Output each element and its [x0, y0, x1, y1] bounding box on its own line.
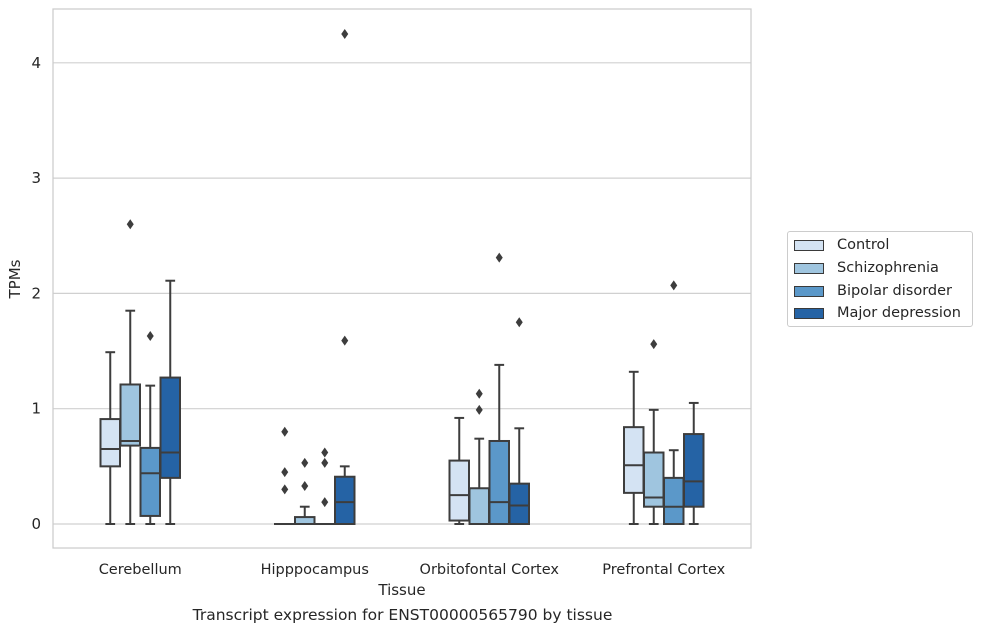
outlier-point [281, 484, 289, 495]
y-tick-label: 4 [31, 54, 41, 72]
box [683, 433, 705, 508]
y-tick-label: 1 [31, 400, 41, 418]
outlier-point [281, 426, 289, 437]
legend-swatch [794, 285, 824, 297]
box-1-0 [119, 219, 141, 525]
box-2-2 [488, 252, 510, 526]
x-tick-labels: Cerebellum Hipppocampus Orbitofontal Corte… [99, 562, 726, 578]
y-tick-label: 0 [31, 515, 41, 533]
outlier-point [515, 317, 523, 328]
y-tick-label: 2 [31, 284, 41, 302]
box-1-2 [468, 388, 490, 525]
box [643, 451, 665, 508]
box-3-0 [159, 279, 181, 525]
legend-swatch [794, 239, 824, 251]
box-0-1 [274, 426, 296, 526]
box-2-1 [314, 447, 336, 526]
box [294, 516, 316, 525]
box [334, 475, 356, 525]
box-1-1 [294, 457, 316, 525]
box [663, 476, 685, 526]
x-tick-label: Orbitofontal Cortex [420, 562, 560, 578]
legend-label: Major depression [837, 305, 961, 321]
legend-item-schizophrenia: Schizophrenia [794, 259, 939, 277]
outlier-point [301, 480, 309, 491]
box-1-3 [643, 339, 665, 525]
outlier-point [321, 447, 329, 458]
box-2-0 [139, 331, 161, 525]
outlier-point [341, 335, 349, 346]
y-tick-labels: 0 1 2 3 4 [31, 54, 41, 533]
outlier-point [475, 404, 483, 415]
legend-swatch [794, 307, 824, 319]
box-2-3 [663, 280, 685, 526]
box [159, 376, 181, 479]
legend-item-bipolar-disorder: Bipolar disorder [794, 282, 952, 300]
outlier-point [126, 219, 134, 230]
outlier-point [321, 497, 329, 508]
box-0-3 [623, 370, 645, 525]
outlier-point [301, 457, 309, 468]
box [508, 482, 530, 525]
legend-label: Schizophrenia [837, 260, 939, 276]
box-groups [99, 28, 705, 526]
box-3-2 [508, 317, 530, 525]
legend-label: Bipolar disorder [837, 283, 952, 299]
box [488, 439, 510, 526]
box [468, 487, 490, 525]
y-axis-label: TPMs [6, 259, 24, 299]
legend-item-major-depression: Major depression [794, 304, 961, 322]
x-tick-label: Hipppocampus [261, 562, 369, 578]
legend-swatch [794, 262, 824, 274]
x-tick-label: Cerebellum [99, 562, 182, 578]
x-tick-label: Prefrontal Cortex [602, 562, 725, 578]
legend-item-control: Control [794, 236, 889, 254]
outlier-point [146, 331, 154, 342]
box-3-3 [683, 401, 705, 525]
box [99, 418, 121, 468]
box [139, 446, 161, 517]
box [448, 459, 470, 522]
box-0-0 [99, 351, 121, 525]
outlier-point [670, 280, 678, 291]
box [119, 383, 141, 447]
outlier-point [650, 339, 658, 350]
outlier-point [495, 252, 503, 263]
x-axis-label: Tissue [377, 581, 425, 599]
legend-label: Control [837, 237, 890, 253]
outlier-point [475, 388, 483, 399]
plot-frame [52, 8, 752, 549]
outlier-point [341, 28, 349, 39]
box [623, 426, 645, 494]
box-3-1 [334, 28, 356, 525]
box-0-2 [448, 416, 470, 525]
chart-legend: Control Schizophrenia Bipolar disorder M… [787, 231, 973, 327]
outlier-point [281, 467, 289, 478]
figure-caption: Transcript expression for ENST0000056579… [192, 606, 613, 624]
outlier-point [321, 457, 329, 468]
y-tick-label: 3 [31, 169, 41, 187]
